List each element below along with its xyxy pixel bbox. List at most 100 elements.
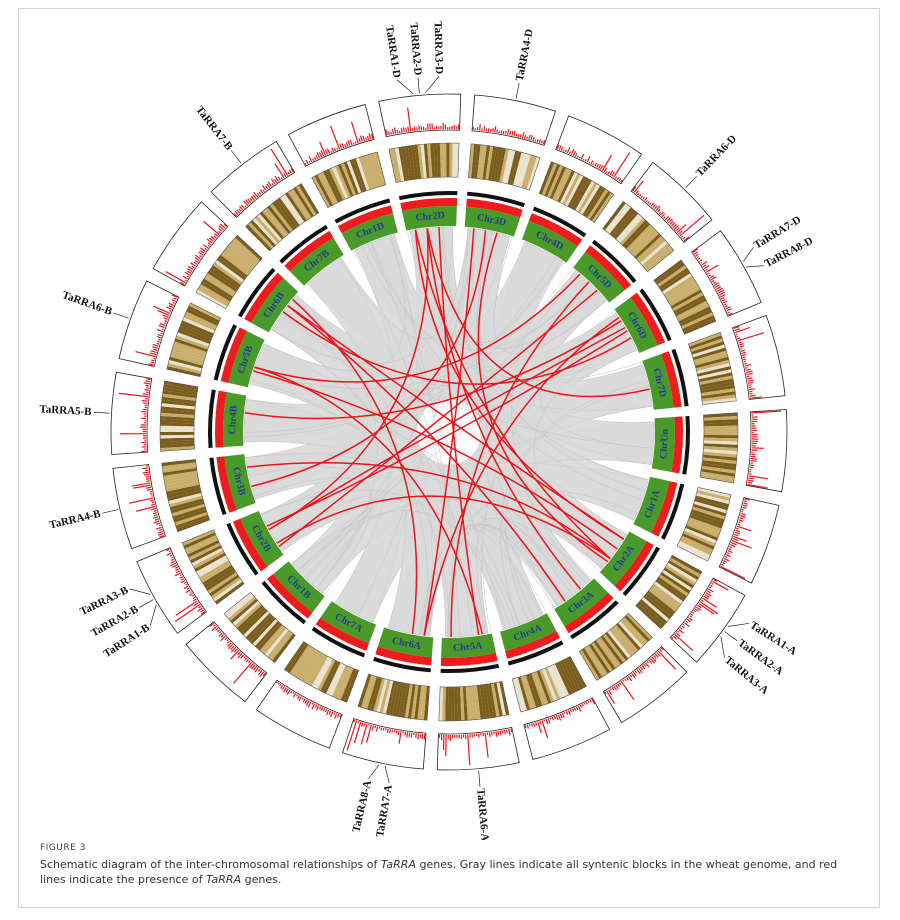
heatmap-cell xyxy=(615,622,641,651)
heatmap-cell xyxy=(465,686,471,721)
heatmap-cell xyxy=(417,144,424,179)
heatmap-cell xyxy=(417,685,424,720)
heatmap-cell xyxy=(197,286,229,307)
gene-label: TaRRA1-D xyxy=(383,25,403,79)
heatmap-cell xyxy=(482,145,491,180)
heatmap-cell xyxy=(703,443,738,449)
heatmap-cell xyxy=(166,487,201,498)
heatmap-cell xyxy=(436,143,441,178)
gene-label: TaRRA6-B xyxy=(60,289,114,318)
histogram-bars xyxy=(720,498,752,580)
heatmap-cell xyxy=(703,446,738,452)
heatmap-cell xyxy=(269,203,293,233)
heatmap-cell xyxy=(326,662,344,695)
green-track xyxy=(251,278,299,333)
black-track xyxy=(622,546,660,597)
heatmap-cell xyxy=(282,193,305,224)
gene-density-histogram xyxy=(342,718,427,770)
heatmap-cell xyxy=(689,514,723,529)
heatmap-cell xyxy=(552,663,570,697)
density-heatmap xyxy=(539,161,614,223)
heatmap-cell xyxy=(317,659,336,691)
heatmap-cell xyxy=(605,631,629,661)
gray-synteny-line xyxy=(279,315,654,449)
heatmap-cell xyxy=(536,670,552,704)
gene-label-layer: TaRRA1-D TaRRA2-D TaRRA3-D TaRRA4-D TaRRA6-D… xyxy=(39,21,815,840)
heatmap-cell xyxy=(622,220,648,247)
heatmap-cell xyxy=(411,145,419,180)
heatmap-cell xyxy=(160,437,195,442)
heatmap-cell xyxy=(602,633,626,663)
heatmap-cell xyxy=(295,185,317,216)
gray-synteny-line xyxy=(421,528,542,636)
heatmap-cell xyxy=(250,220,276,247)
heatmap-cell xyxy=(174,511,208,526)
heatmap-cell xyxy=(323,170,341,203)
gene-label: TaRRA4-B xyxy=(48,508,102,532)
heatmap-cell xyxy=(650,586,680,610)
histogram-bars xyxy=(165,548,206,622)
heatmap-cell xyxy=(287,643,309,674)
histogram-box xyxy=(718,497,780,584)
gene-density-histogram xyxy=(210,140,296,219)
heatmap-cell xyxy=(160,406,196,413)
heatmap-cell xyxy=(657,265,687,288)
black-track xyxy=(671,348,689,407)
heatmap-cell xyxy=(183,314,217,331)
red-track xyxy=(244,272,284,323)
histogram-bars xyxy=(346,719,426,751)
gray-synteny-line xyxy=(367,243,642,381)
heatmap-cell xyxy=(451,686,455,721)
figure-number: FIGURE 3 xyxy=(40,843,86,853)
heatmap-cell xyxy=(700,468,735,477)
green-track xyxy=(633,476,670,534)
heatmap-cell xyxy=(703,425,738,430)
heatmap-cell xyxy=(169,353,204,366)
gray-synteny-line xyxy=(476,525,559,634)
density-heatmap xyxy=(602,201,674,272)
heatmap-cell xyxy=(274,199,298,229)
heatmap-cell xyxy=(667,560,699,581)
heatmap-cell xyxy=(346,160,362,194)
heatmap-cell xyxy=(202,565,233,586)
density-heatmap xyxy=(161,459,210,532)
green-track xyxy=(554,578,609,627)
heatmap-cell xyxy=(226,594,255,619)
heatmap-cell xyxy=(214,259,245,283)
heatmap-cell xyxy=(699,474,734,484)
heatmap-cell xyxy=(657,576,687,599)
heatmap-cell xyxy=(176,517,210,532)
heatmap-cell xyxy=(549,665,567,698)
gene-leader-line xyxy=(417,77,420,94)
heatmap-cell xyxy=(160,422,195,427)
heatmap-cell xyxy=(611,209,636,238)
gray-synteny-line xyxy=(371,242,643,501)
heatmap-cell xyxy=(374,152,386,186)
heatmap-cell xyxy=(337,164,354,197)
heatmap-cell xyxy=(620,619,646,647)
heatmap-cell xyxy=(630,228,657,255)
red-track xyxy=(216,456,237,513)
heatmap-cell xyxy=(174,338,208,353)
gray-synteny-line xyxy=(442,227,649,480)
heatmap-cell xyxy=(361,155,375,189)
heatmap-cell xyxy=(170,501,205,514)
heatmap-cell xyxy=(197,557,229,578)
heatmap-cell xyxy=(626,613,653,640)
heatmap-cell xyxy=(290,188,312,219)
heatmap-cell xyxy=(591,192,614,223)
heatmap-cell xyxy=(334,666,351,699)
heatmap-cell xyxy=(224,592,253,617)
heatmap-cell xyxy=(701,463,736,471)
heatmap-cell xyxy=(259,624,285,653)
density-heatmap xyxy=(224,592,296,663)
heatmap-cell xyxy=(293,186,314,218)
heatmap-border xyxy=(181,529,245,605)
gene-leader-line xyxy=(139,599,154,608)
heatmap-cell xyxy=(160,425,195,430)
heatmap-cell xyxy=(167,490,202,502)
red-link xyxy=(414,229,611,560)
heatmap-cell xyxy=(682,315,715,332)
heatmap-cell xyxy=(295,647,316,679)
heatmap-cell xyxy=(468,686,475,721)
